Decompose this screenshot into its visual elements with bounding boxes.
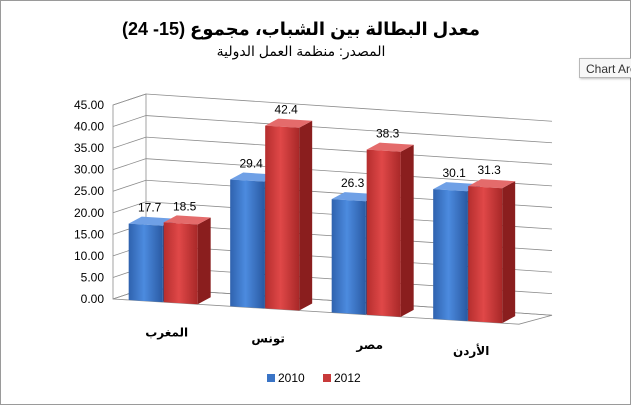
data-label: 17.7 [138,201,162,215]
bar [265,125,300,311]
bar-side [502,181,516,324]
chart-title: معدل البطالة بين الشباب، مجموع (15- 24) [122,19,480,40]
legend-swatch [267,374,275,382]
legend-label: 2012 [334,371,361,385]
data-label: 30.1 [442,166,466,180]
y-tick-label: 35.00 [74,141,104,155]
gridline [145,115,553,144]
category-label: المغرب [145,325,188,339]
bar-top [366,142,414,152]
gridline-side [112,136,147,149]
y-axis-ticks: 0.00 5.00 10.00 15.00 20.00 25.00 30.00 35.00 40… [74,98,104,306]
y-tick-label: 40.00 [74,120,104,134]
bar [331,199,366,315]
y-tick-label: 0.00 [81,292,105,306]
legend-swatch [323,374,331,382]
legend: 2010 2012 [267,371,361,385]
data-label: 42.4 [274,103,298,117]
data-label: 31.3 [477,163,501,177]
y-tick-label: 10.00 [74,249,104,263]
gridline [145,136,553,165]
gridline-side [112,179,147,192]
data-label: 18.5 [173,199,197,213]
y-tick-label: 25.00 [74,184,104,198]
data-label: 26.3 [341,176,365,190]
bar [230,179,265,309]
gridline-side [112,93,147,106]
bar [163,222,198,305]
gridline-side [112,201,147,214]
category-label: مصر [355,338,383,352]
chart-area-tooltip: Chart Area [579,58,631,78]
bar-side [197,217,211,305]
bar [433,189,468,321]
bar [468,186,503,324]
data-labels: 17.7 18.5 29.4 42.4 26.3 38.3 30.1 31.3 [138,103,501,215]
data-label: 29.4 [239,157,263,171]
bar-side [400,144,414,317]
y-tick-label: 15.00 [74,227,104,241]
data-label: 38.3 [376,127,400,141]
bar [366,149,401,317]
y-tick-label: 30.00 [74,163,104,177]
y-tick-label: 5.00 [81,270,105,284]
gridline-side [112,158,147,171]
gridline-side [112,115,147,127]
category-label: تونس [251,332,285,347]
y-tick-label: 45.00 [74,98,104,112]
bar-top [265,118,313,128]
bar-top [163,215,211,225]
gridline [145,93,553,122]
bar-side [299,120,313,311]
bars [128,118,516,324]
legend-label: 2010 [278,371,305,385]
category-label: الأردن [453,343,489,358]
category-labels: المغرب تونس مصر الأردن [145,325,489,358]
bar-top [468,179,516,189]
chart-subtitle: المصدر: منظمة العمل الدولية [217,43,386,60]
bar [128,223,163,303]
y-tick-label: 20.00 [74,206,104,220]
